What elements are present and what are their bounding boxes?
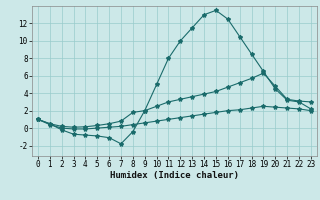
X-axis label: Humidex (Indice chaleur): Humidex (Indice chaleur) [110, 171, 239, 180]
